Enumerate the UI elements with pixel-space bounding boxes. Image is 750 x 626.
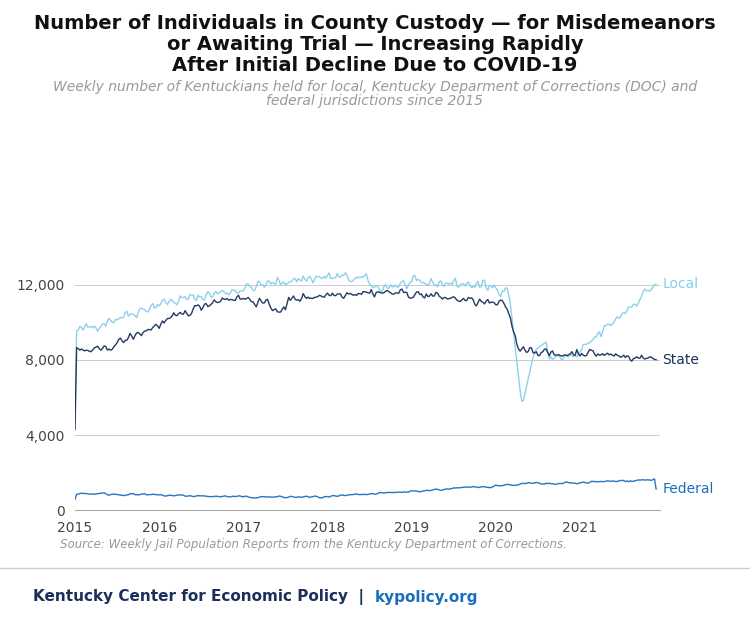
- Text: kypolicy.org: kypolicy.org: [375, 590, 478, 605]
- Text: Weekly number of Kentuckians held for local, Kentucky Deparment of Corrections (: Weekly number of Kentuckians held for lo…: [53, 80, 697, 94]
- Text: State: State: [662, 352, 700, 367]
- Text: Local: Local: [662, 277, 699, 291]
- Text: After Initial Decline Due to COVID-19: After Initial Decline Due to COVID-19: [172, 56, 578, 75]
- Text: federal jurisdictions since 2015: federal jurisdictions since 2015: [266, 94, 484, 108]
- Text: Number of Individuals in County Custody — for Misdemeanors: Number of Individuals in County Custody …: [34, 14, 715, 33]
- Text: or Awaiting Trial — Increasing Rapidly: or Awaiting Trial — Increasing Rapidly: [166, 35, 584, 54]
- Text: Federal: Federal: [662, 482, 714, 496]
- Text: Source: Weekly Jail Population Reports from the Kentucky Department of Correctio: Source: Weekly Jail Population Reports f…: [60, 538, 567, 552]
- Text: Kentucky Center for Economic Policy  |: Kentucky Center for Economic Policy |: [33, 589, 375, 605]
